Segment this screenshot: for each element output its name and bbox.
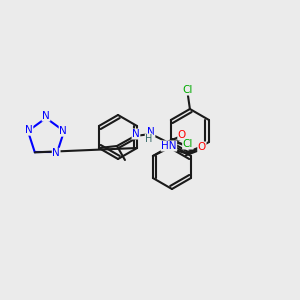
Text: N: N xyxy=(147,127,155,137)
Text: N: N xyxy=(42,111,50,121)
Text: N: N xyxy=(52,148,60,158)
Text: O: O xyxy=(178,130,186,140)
Text: O: O xyxy=(198,142,206,152)
Text: N: N xyxy=(132,129,140,139)
Text: N: N xyxy=(59,126,67,136)
Text: H: H xyxy=(145,134,153,144)
Text: Cl: Cl xyxy=(183,85,193,95)
Text: N: N xyxy=(25,125,33,135)
Text: HN: HN xyxy=(161,141,177,151)
Text: Cl: Cl xyxy=(183,139,193,149)
